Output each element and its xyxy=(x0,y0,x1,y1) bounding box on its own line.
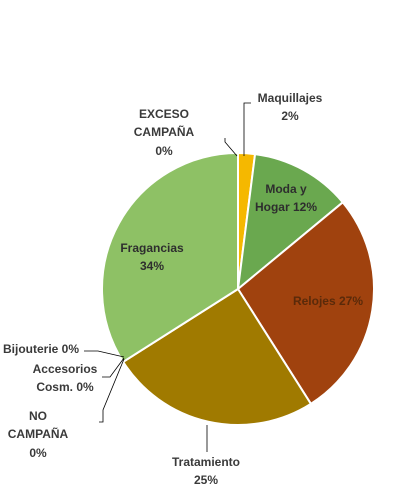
label-exceso-pct: 0% xyxy=(155,144,173,158)
pie-slice-relojes xyxy=(236,200,375,406)
leader-line-accesorios xyxy=(102,357,125,378)
label-accesorios-line1: Accesorios xyxy=(33,362,98,376)
pie-slice-fragancias xyxy=(101,151,239,364)
label-bijouterie: Bijouterie 0% xyxy=(3,342,79,356)
label-no-campana-pct: 0% xyxy=(29,446,47,460)
label-no-campana-line1: NO xyxy=(29,409,47,423)
leader-line-exceso xyxy=(224,138,238,157)
label-exceso-line2: CAMPAÑA xyxy=(134,124,195,139)
leader-line-bijouterie xyxy=(84,350,125,358)
label-maquillajes-pct: 2% xyxy=(281,109,299,123)
label-tratamiento-name: Tratamiento xyxy=(172,455,240,469)
pie-slice-moda-y-hogar xyxy=(236,152,345,292)
label-moda-line1: Moda y xyxy=(265,182,307,196)
pie-slice-tratamiento xyxy=(121,287,313,426)
label-relojes: Relojes 27% xyxy=(293,294,363,308)
leader-line-maquillajes xyxy=(243,102,251,156)
label-moda-line2: Hogar 12% xyxy=(255,200,317,214)
label-exceso-line1: EXCESO xyxy=(139,107,189,121)
label-no-campana-line2: CAMPAÑA xyxy=(8,426,69,441)
leader-lines xyxy=(84,102,251,452)
label-tratamiento-pct: 25% xyxy=(194,473,218,487)
leader-line-no-campana xyxy=(99,358,125,423)
label-accesorios-line2: Cosm. 0% xyxy=(36,380,94,394)
label-maquillajes-name: Maquillajes xyxy=(258,91,323,105)
label-fragancias-name: Fragancias xyxy=(120,241,184,255)
label-fragancias-pct: 34% xyxy=(140,259,164,273)
pie-slices xyxy=(101,151,375,426)
